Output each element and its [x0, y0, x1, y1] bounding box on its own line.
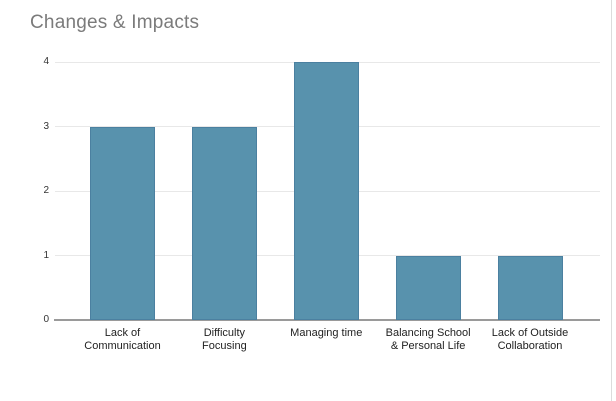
x-axis-category-label-line: Communication	[84, 340, 161, 352]
bar	[497, 255, 563, 320]
chart-title: Changes & Impacts	[30, 12, 200, 33]
x-axis-category-label: Difficulty Focusing	[172, 327, 276, 353]
y-axis-tick-label: 4	[43, 56, 49, 67]
bar	[90, 126, 155, 320]
x-axis-category-label-line: & Personal Life	[390, 340, 466, 352]
x-axis-category-label: Lack of Outside Collaboration	[478, 327, 582, 353]
x-axis-category-label-line: Lack of Outside	[491, 327, 569, 339]
x-axis-category-label-line: Lack of	[104, 327, 141, 339]
y-axis-tick-label: 0	[43, 314, 49, 325]
x-axis-category-label-line: Difficulty	[203, 327, 246, 339]
x-axis-category-label-line: Managing time	[290, 327, 363, 339]
x-axis-category-label-line: Balancing School	[385, 327, 471, 339]
bar	[293, 62, 359, 320]
chart-frame-border	[611, 0, 612, 401]
bar	[395, 255, 461, 320]
x-axis-category-label-line: Focusing	[202, 340, 247, 352]
x-axis-category-label: Lack of Communication	[71, 327, 175, 353]
y-axis-tick-label: 3	[43, 120, 49, 132]
x-axis-baseline	[54, 319, 600, 321]
x-axis-category-label-line: Collaboration	[497, 340, 563, 352]
x-axis-category-label: Balancing School & Personal Life	[376, 327, 480, 353]
y-axis-tick-label: 2	[43, 185, 49, 196]
bar	[191, 126, 257, 320]
x-axis-category-label: Managing time	[274, 327, 378, 340]
y-axis-tick-label: 1	[43, 249, 49, 261]
